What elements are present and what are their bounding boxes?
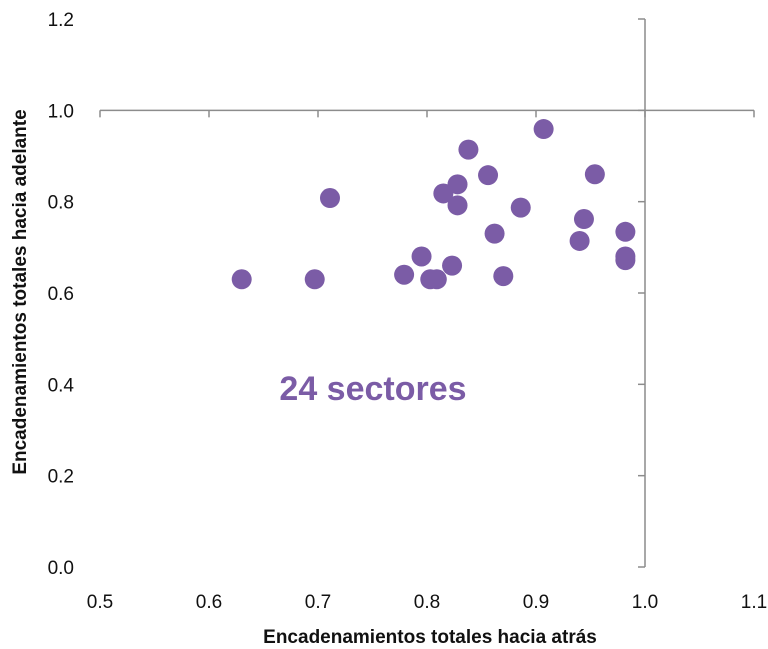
- data-point: [615, 221, 636, 242]
- data-point: [319, 188, 340, 209]
- data-point: [573, 209, 594, 230]
- data-point: [510, 197, 531, 218]
- x-tick-label: 0.8: [414, 592, 440, 613]
- y-tick-label: 0.4: [48, 375, 75, 396]
- data-point: [484, 223, 505, 244]
- data-point: [442, 255, 463, 276]
- x-tick-label: 0.7: [305, 592, 331, 613]
- data-point: [426, 269, 447, 290]
- data-point: [411, 246, 432, 267]
- y-tick-label: 1.0: [48, 101, 74, 122]
- data-points: [231, 119, 636, 290]
- x-axis-title: Encadenamientos totales hacia atrás: [263, 627, 597, 648]
- y-tick-label: 0.6: [48, 284, 74, 305]
- data-point: [304, 269, 325, 290]
- x-tick-label: 0.9: [523, 592, 549, 613]
- data-point: [458, 139, 479, 160]
- x-tick-label: 1.0: [632, 592, 658, 613]
- data-point: [231, 269, 252, 290]
- x-tick-label: 0.6: [196, 592, 222, 613]
- data-point: [447, 195, 468, 216]
- y-tick-label: 0.8: [48, 193, 74, 214]
- data-point: [584, 164, 605, 185]
- y-axis-title: Encadenamientos totales hacia adelante: [10, 109, 31, 474]
- x-tick-label: 0.5: [87, 592, 113, 613]
- data-point: [493, 266, 514, 287]
- data-point: [433, 183, 454, 204]
- x-tick-label: 1.1: [741, 592, 767, 613]
- y-tick-label: 0.2: [48, 467, 74, 488]
- sector-count-annotation: 24 sectores: [279, 370, 466, 408]
- data-point: [478, 165, 499, 186]
- y-tick-label: 1.2: [48, 10, 74, 31]
- axes: [99, 18, 755, 568]
- data-point: [569, 230, 590, 251]
- tick-labels: 0.5 0.6 0.7 0.8 0.9 1.0 1.1 0.0 0.2 0.4 0.6 0.8 1.0 1…: [48, 10, 768, 613]
- y-tick-label: 0.0: [48, 558, 74, 579]
- data-point: [533, 119, 554, 140]
- data-point: [394, 264, 415, 285]
- data-point: [447, 174, 468, 195]
- data-point: [615, 246, 636, 267]
